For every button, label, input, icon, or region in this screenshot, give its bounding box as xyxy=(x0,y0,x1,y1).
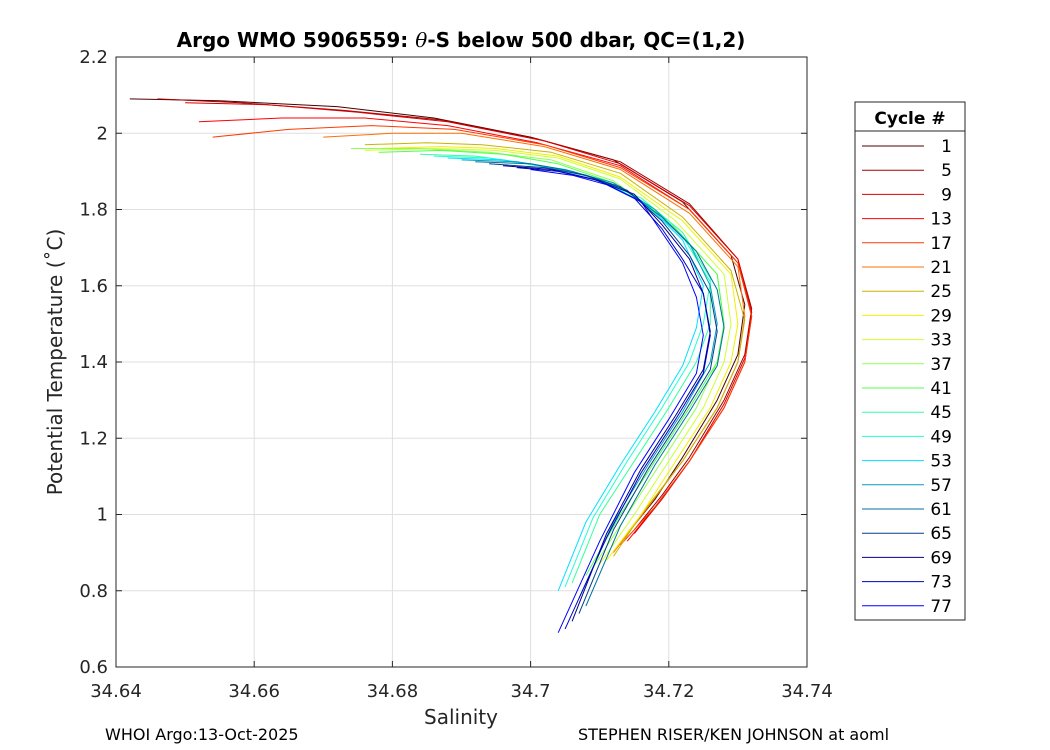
y-tick-label: 0.8 xyxy=(79,581,108,602)
series-line-cycle-41 xyxy=(378,149,725,576)
legend-label-cycle-61: 61 xyxy=(930,500,952,520)
y-axis-label: Potential Temperature (˚C) xyxy=(43,229,67,496)
footer-source-date: WHOI Argo:13-Oct-2025 xyxy=(105,725,299,744)
y-tick-label: 1.6 xyxy=(79,276,108,297)
y-tick-label: 1.8 xyxy=(79,200,108,221)
legend-label-cycle-17: 17 xyxy=(930,234,952,254)
legend-label-cycle-25: 25 xyxy=(930,282,952,302)
series-line-cycle-57 xyxy=(461,159,718,599)
series-line-cycle-17 xyxy=(212,125,753,546)
legend: Cycle # 1 5 9 13 17 21 25 29 33 37 41 45 49 53 57 61 65 6… xyxy=(854,101,966,621)
series-line-cycle-33 xyxy=(364,148,732,565)
x-tick-label: 34.66 xyxy=(228,681,280,702)
y-tick-label: 1.2 xyxy=(79,428,108,449)
legend-entries: 1 5 9 13 17 21 25 29 33 37 41 45 49 53 57 61 65 69 73 77 xyxy=(862,137,952,617)
legend-label-cycle-53: 53 xyxy=(930,452,952,472)
x-tick-label: 34.68 xyxy=(367,681,419,702)
x-tick-label: 34.74 xyxy=(781,681,833,702)
legend-label-cycle-45: 45 xyxy=(930,403,952,423)
footer-credits: STEPHEN RISER/KEN JOHNSON at aoml xyxy=(578,725,890,744)
series-line-cycle-73 xyxy=(516,167,711,630)
legend-label-cycle-41: 41 xyxy=(930,379,952,399)
series-line-cycle-25 xyxy=(364,142,746,557)
y-tick-label: 2 xyxy=(97,123,108,144)
series-line-cycle-77 xyxy=(530,169,704,633)
y-axis-ticks: 0.6 0.8 1 1.2 1.4 1.6 1.8 2 2.2 xyxy=(79,47,807,678)
series-line-cycle-5 xyxy=(157,98,753,531)
legend-label-cycle-57: 57 xyxy=(930,476,952,496)
chart-title: Argo WMO 5906559: θ-S below 500 dbar, QC… xyxy=(177,28,746,52)
x-axis-label: Salinity xyxy=(424,705,498,729)
x-tick-label: 34.7 xyxy=(511,681,551,702)
legend-label-cycle-1: 1 xyxy=(941,137,952,157)
y-tick-label: 1.4 xyxy=(79,352,108,373)
legend-label-cycle-9: 9 xyxy=(941,185,952,205)
legend-label-cycle-77: 77 xyxy=(930,597,952,617)
chart-title-suffix: -S below 500 dbar, QC=(1,2) xyxy=(427,28,745,52)
y-tick-label: 0.6 xyxy=(79,657,108,678)
legend-label-cycle-49: 49 xyxy=(930,427,952,447)
legend-label-cycle-73: 73 xyxy=(930,573,952,593)
x-tick-label: 34.64 xyxy=(90,681,142,702)
legend-label-cycle-29: 29 xyxy=(930,306,952,326)
legend-label-cycle-37: 37 xyxy=(930,355,952,375)
y-tick-label: 1 xyxy=(97,505,108,526)
series-line-cycle-65 xyxy=(489,163,718,614)
legend-label-cycle-13: 13 xyxy=(930,210,952,230)
series-line-cycle-29 xyxy=(378,146,739,561)
legend-label-cycle-21: 21 xyxy=(930,258,952,278)
chart-title-prefix: Argo WMO 5906559: xyxy=(177,28,416,52)
x-axis-ticks: 34.64 34.66 34.68 34.7 34.72 34.74 xyxy=(90,57,833,702)
legend-label-cycle-5: 5 xyxy=(941,161,952,181)
legend-label-cycle-69: 69 xyxy=(930,548,952,568)
legend-label-cycle-33: 33 xyxy=(930,331,952,351)
y-tick-label: 2.2 xyxy=(79,47,108,68)
chart-title-theta-symbol: θ xyxy=(415,28,427,52)
series-line-cycle-61 xyxy=(475,161,725,607)
legend-title: Cycle # xyxy=(874,109,945,129)
series-lines xyxy=(129,98,753,633)
plot-area: 34.64 34.66 34.68 34.7 34.72 34.74 0.6 0.8 1 1.2… xyxy=(79,47,832,702)
x-tick-label: 34.72 xyxy=(643,681,695,702)
legend-label-cycle-65: 65 xyxy=(930,524,952,544)
